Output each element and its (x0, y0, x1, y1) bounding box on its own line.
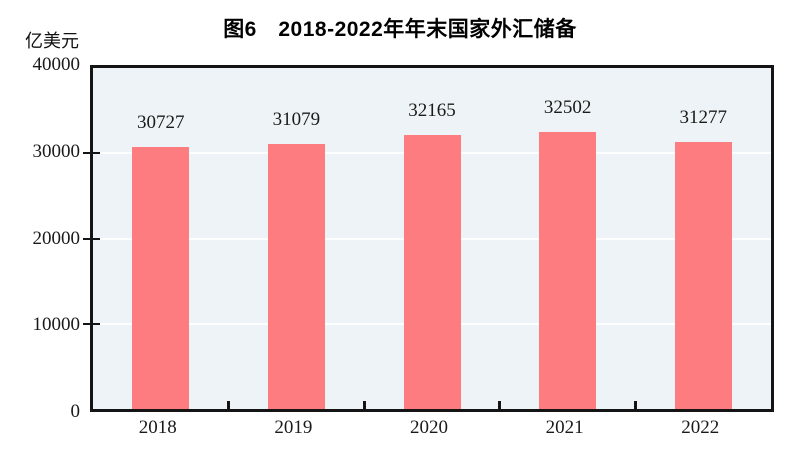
bar-value-label-2021: 32502 (543, 96, 592, 118)
y-axis: 0 10000 20000 30000 40000 (0, 54, 81, 422)
bar-2018 (132, 147, 190, 409)
y-axis-tick-10000 (83, 322, 100, 325)
bar-2021 (539, 131, 597, 409)
x-axis-category-label-2020: 2020 (410, 417, 448, 438)
y-axis-unit-label: 亿美元 (25, 31, 79, 51)
chart-title: 图6 2018-2022年年末国家外汇储备 (223, 18, 577, 41)
bar-2020 (403, 134, 461, 409)
y-axis-tick-label-40000: 40000 (32, 54, 81, 75)
plot-area: 30727 31079 32165 32502 31277 (83, 65, 774, 412)
x-axis-category-label-2018: 2018 (138, 417, 177, 438)
x-axis-tick (227, 401, 231, 409)
y-axis-tick-label-30000: 30000 (32, 140, 81, 162)
x-axis-category-label-2021: 2021 (545, 417, 584, 438)
x-axis: 2018 2019 2020 2021 2022 (90, 417, 774, 445)
bar-value-label-2019: 31079 (272, 109, 321, 131)
bar-value-label-2020: 32165 (408, 99, 456, 121)
y-axis-tick-label-10000: 10000 (32, 314, 81, 336)
bar-2022 (674, 142, 732, 409)
bar-2019 (267, 144, 325, 409)
x-axis-tick (633, 401, 637, 409)
bar-value-label-2018: 30727 (137, 112, 185, 134)
y-axis-tick-label-20000: 20000 (32, 227, 81, 249)
y-axis-tick-label-0: 0 (70, 401, 81, 422)
x-axis-tick (498, 401, 502, 409)
y-axis-tick-30000 (83, 152, 100, 155)
x-axis-tick (362, 401, 366, 409)
y-axis-tick-20000 (83, 237, 100, 240)
bar-value-label-2022: 31277 (679, 107, 727, 129)
x-axis-category-label-2019: 2019 (274, 417, 313, 438)
x-axis-category-label-2022: 2022 (681, 417, 720, 438)
